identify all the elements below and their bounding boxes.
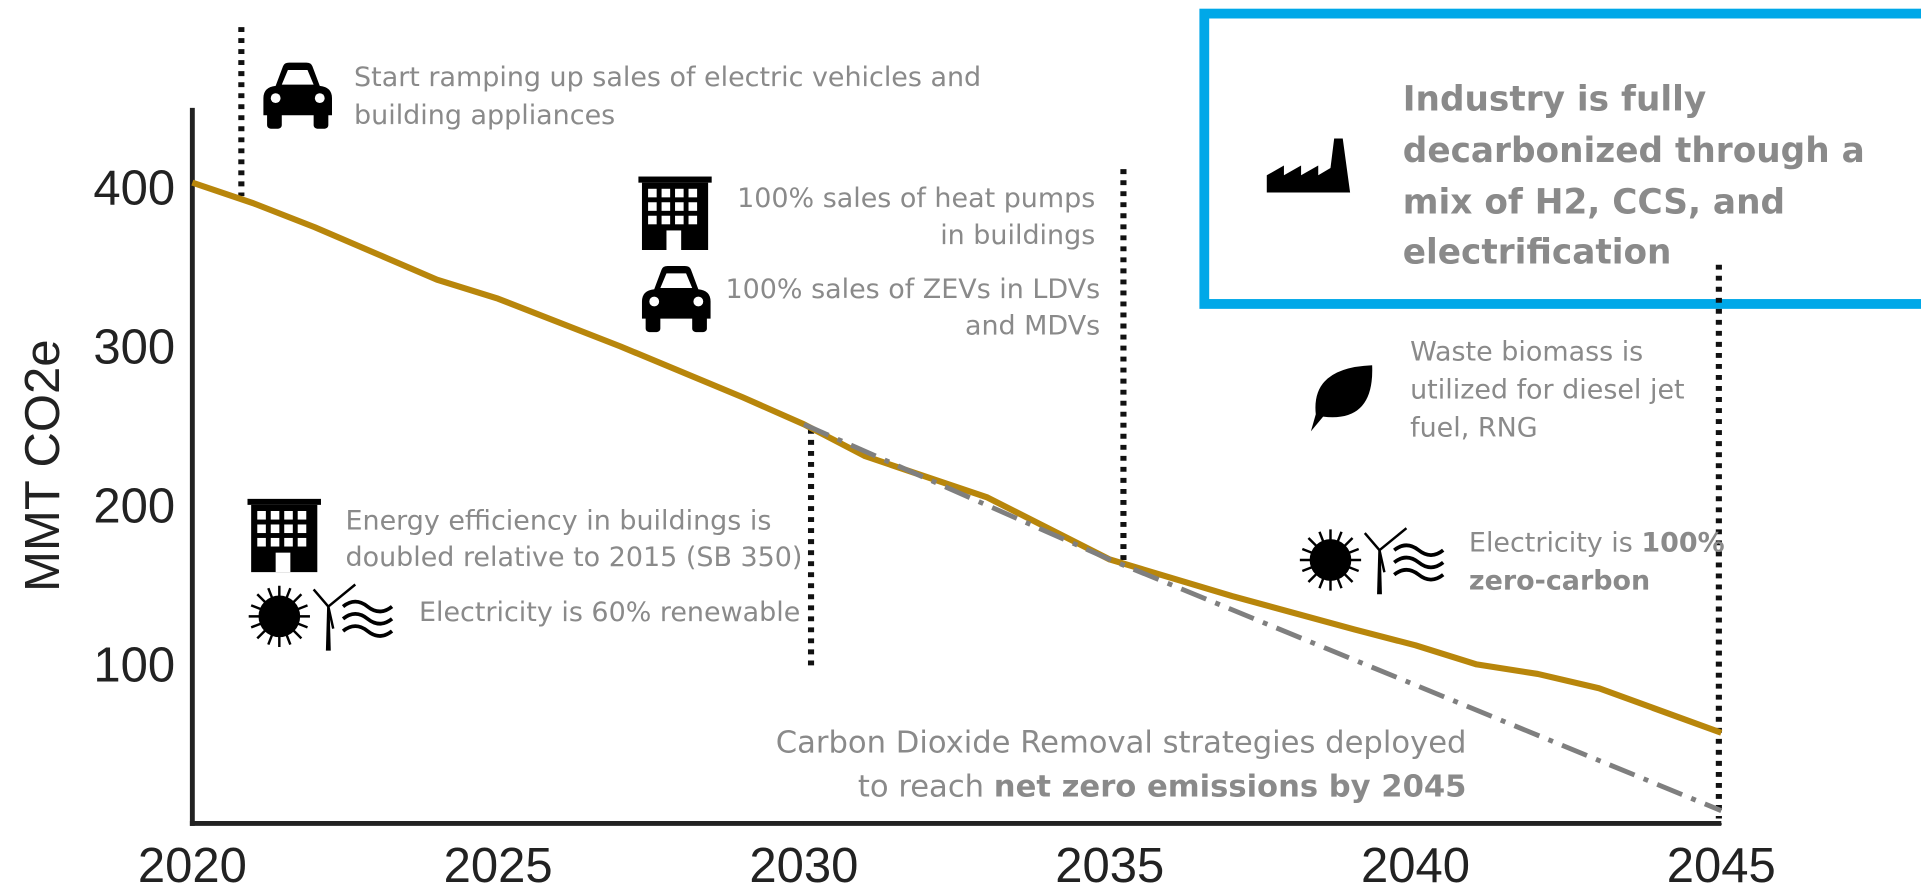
annotation: decarbonized through a [1403,131,1865,171]
x-tick-label: 2045 [1667,839,1776,886]
annotation: Start ramping up sales of electric vehic… [354,62,981,93]
series-line [802,422,1723,813]
annotation: 100% sales of ZEVs in LDVs [726,274,1101,305]
annotation: Industry is fully [1403,79,1706,119]
renewables-icon [246,582,394,653]
series-line [191,179,1723,736]
highlight-box [1199,8,1921,309]
y-tick-label: 300 [93,321,175,375]
annotation: mix of H2, CCS, and [1403,182,1785,222]
x-tick-label: 2030 [749,839,858,886]
annotation: Electricity is 100% [1469,527,1725,558]
annotation: and MDVs [965,311,1100,342]
building-icon [638,176,712,251]
x-tick-label: 2035 [1055,839,1164,886]
renewables-icon [1297,526,1446,597]
annotation: building appliances [354,100,615,131]
y-tick-label: 100 [93,639,175,693]
annotation: Energy efficiency in buildings is [345,505,771,536]
building-icon [247,498,321,573]
annotation: utilized for diesel jet [1410,374,1685,405]
annotation: Waste biomass is [1410,336,1643,367]
annotation: Carbon Dioxide Removal strategies deploy… [776,725,1467,760]
annotation: electrification [1403,233,1672,273]
y-axis-label: MMT CO2e [16,340,70,592]
annotation-bold: net zero emissions by 2045 [994,769,1467,804]
annotation-text: to reach [858,769,994,804]
annotation: to reach net zero emissions by 2045 [858,769,1467,804]
annotation: Electricity is 60% renewable [419,597,800,628]
leaf-icon [1310,365,1373,432]
annotation-bold: zero-carbon [1469,565,1650,596]
y-tick-label: 400 [93,162,175,216]
annotation: fuel, RNG [1410,412,1537,443]
car-icon [263,62,333,129]
annotation: doubled relative to 2015 (SB 350) [345,542,802,573]
annotation: 100% sales of heat pumps [737,183,1095,214]
annotation: in buildings [940,220,1095,251]
car-icon [641,265,711,333]
factory-icon [1266,138,1351,193]
annotation-bold: 100% [1641,527,1724,558]
x-tick-label: 2040 [1361,839,1470,886]
annotation-text: Electricity is [1469,527,1641,558]
x-tick-label: 2025 [444,839,553,886]
x-tick-label: 2020 [138,839,247,886]
y-tick-label: 200 [93,480,175,534]
